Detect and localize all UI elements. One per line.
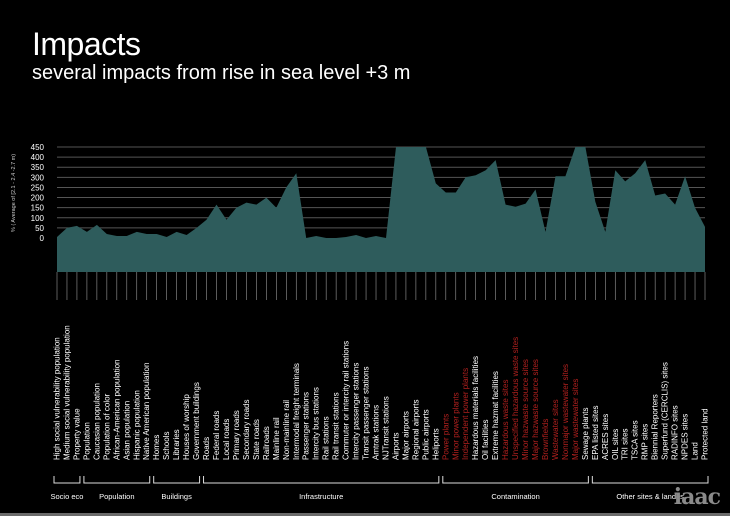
group-bracket [442,476,589,484]
x-category-label: Medium social vulnerability population [62,325,71,460]
group-bracket [53,476,81,484]
y-tick-label: 450 [31,143,45,152]
x-category-label: Government buildings [192,382,201,460]
x-category-label: TRI sites [621,428,630,460]
x-category-label: Non-mainline rail [282,400,291,460]
y-tick-label: 0 [40,234,45,243]
x-category-label: Major wastewater sites [571,379,580,460]
y-tick-label: 400 [31,153,45,162]
chart-subtitle: several impacts from rise in sea level +… [32,62,411,84]
y-tick-label: 200 [31,194,45,203]
x-category-label: High social vulnerability population [53,337,62,460]
group-bracket [83,476,151,484]
x-category-label: EPA listed sites [591,405,600,460]
x-category-label: Biennial Reporters [651,394,660,460]
y-tick-label: 100 [31,214,45,223]
x-category-label: RMP sites [641,424,650,460]
group-bracket [591,476,709,484]
x-category-label: Commuter or intercity rail stations [342,341,351,460]
group-label: Socio eco [51,492,84,501]
y-tick-label: 50 [35,224,44,233]
x-category-label: State roads [252,419,261,460]
x-category-label: Oil facilities [481,420,490,460]
x-category-label: Federal roads [212,411,221,460]
x-category-label: Hazardous waste sites [501,380,510,460]
x-category-label: Regional airports [411,400,420,460]
x-category-label: TSCA sites [631,420,640,460]
x-category-label: OIL sites [611,429,620,460]
x-category-label: Railroads [262,426,271,460]
x-category-label: Amtrak stations [372,405,381,460]
iaac-logo: iaac [673,484,721,510]
x-category-label: Minor power plants [451,392,460,460]
x-category-label: Sewage plants [581,408,590,460]
group-label: Other sites & landes [616,492,684,501]
x-category-label: Wastewater sites [551,399,560,460]
x-category-label: Major hazwaste source sites [531,359,540,460]
x-category-label: Rail stations [322,416,331,460]
x-category-label: Secondary roads [242,400,251,460]
x-category-label: Passenger stations [302,392,311,460]
x-category-label: Homes [152,435,161,460]
x-category-label: Minor hazwaste source sites [521,359,530,460]
x-category-label: Schools [162,432,171,460]
chart-title: Impacts [32,26,141,62]
x-category-label: Independent power plants [461,368,470,460]
x-category-label: African-American population [112,360,121,461]
x-category-label: Transit passenger stations [362,366,371,460]
x-category-label: Mainline rail [272,417,281,460]
x-category-label: Intercity passenger stations [352,363,361,460]
x-category-label: Public airports [421,409,430,460]
x-category-label: Airports [391,432,400,460]
group-label: Buildings [161,492,192,501]
bottom-divider [0,513,730,516]
x-category-label: Rail transit stations [332,392,341,460]
x-category-label: Intercity bus stations [312,387,321,460]
x-category-label: Heliports [431,428,440,460]
x-category-label: Roads [202,437,211,460]
x-category-label: NJTransit stations [381,396,390,460]
group-label: Contamination [491,492,539,501]
x-category-label: Caucasian population [92,383,101,460]
y-axis-label: % ( Average of [2.1 - 2.4 -2.7 m) [11,154,17,232]
x-category-label: Houses of worship [182,394,191,460]
x-category-label: Hazardous materials facilities [471,356,480,460]
group-bracket [153,476,201,484]
area-series [57,147,705,272]
x-category-label: Libraries [172,429,181,460]
x-category-label: Native American population [142,363,151,460]
y-tick-label: 150 [31,204,45,213]
x-category-label: Nonmajor wastewater sites [561,364,570,460]
x-category-label: Primary roads [232,410,241,460]
x-category-label: Major airports [401,411,410,460]
x-category-label: Property value [72,408,81,460]
x-category-label: Unspecified hazardous waste sites [511,337,520,460]
x-category-label: RADINFO sites [671,405,680,460]
x-category-label: Power plants [441,414,450,460]
x-category-label: Brownfields [541,419,550,460]
x-category-label: Local roads [222,419,231,460]
x-category-label: NPDES sites [681,414,690,460]
y-tick-label: 300 [31,173,45,182]
x-category-label: Protected land [701,408,710,460]
x-category-label: Population of color [102,393,111,460]
x-category-label: Asian population [122,401,131,460]
x-category-label: Intermodal freight terminals [292,363,301,460]
group-label: Population [99,492,134,501]
x-category-label: Population [82,422,91,460]
x-category-label: Hispanic population [132,390,141,460]
x-category-label: Land [691,442,700,460]
x-category-label: Extreme hazmat facilities [491,371,500,460]
y-tick-label: 250 [31,183,45,192]
group-label: Infrastructure [299,492,343,501]
x-category-label: Superfund (CERCLIS) sites [661,362,670,460]
group-bracket [203,476,440,484]
y-tick-label: 350 [31,163,45,172]
x-category-label: ACRES sites [601,414,610,460]
